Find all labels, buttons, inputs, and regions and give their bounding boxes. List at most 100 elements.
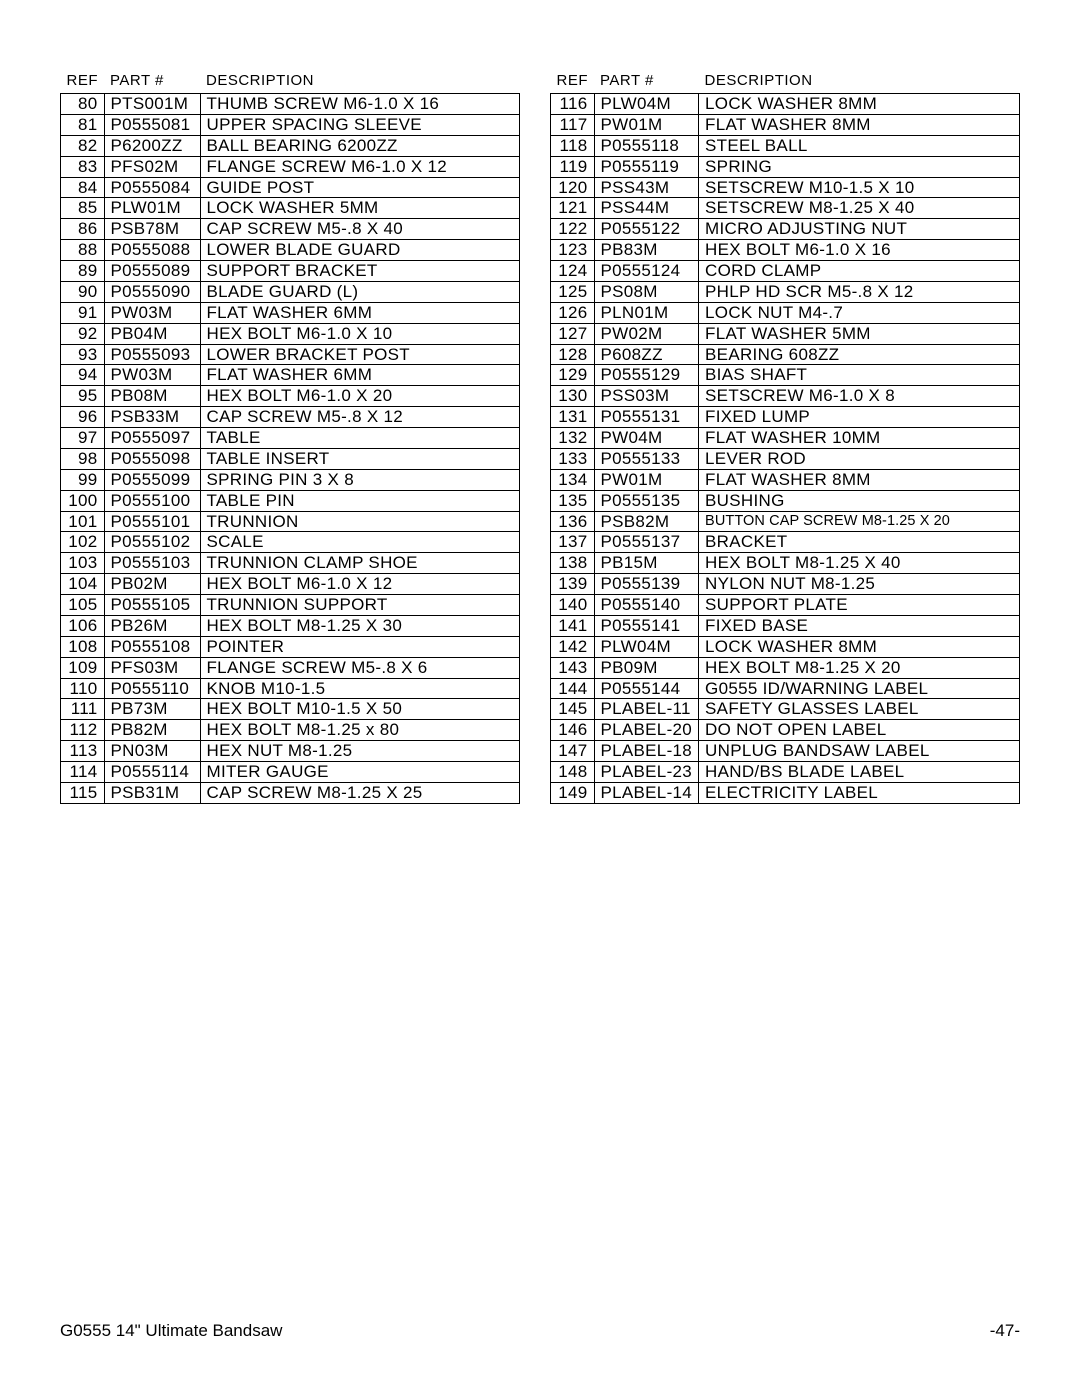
- table-row: 102P0555102SCALE: [61, 532, 520, 553]
- cell-part: P0555102: [104, 532, 200, 553]
- table-row: 113PN03MHEX NUT M8-1.25: [61, 741, 520, 762]
- table-row: 88P0555088LOWER BLADE GUARD: [61, 240, 520, 261]
- cell-part: P0555089: [104, 261, 200, 282]
- cell-description: CORD CLAMP: [699, 261, 1020, 282]
- cell-ref: 101: [61, 511, 105, 532]
- cell-description: HEX BOLT M10-1.5 X 50: [200, 699, 520, 720]
- table-row: 83PFS02MFLANGE SCREW M6-1.0 X 12: [61, 156, 520, 177]
- table-row: 123PB83MHEX BOLT M6-1.0 X 16: [551, 240, 1020, 261]
- cell-part: P0555133: [594, 448, 699, 469]
- cell-ref: 124: [551, 261, 595, 282]
- cell-ref: 148: [551, 762, 595, 783]
- cell-description: TABLE: [200, 428, 520, 449]
- table-row: 81P0555081UPPER SPACING SLEEVE: [61, 114, 520, 135]
- table-row: 109PFS03MFLANGE SCREW M5-.8 X 6: [61, 657, 520, 678]
- cell-description: CAP SCREW M5-.8 X 12: [200, 407, 520, 428]
- cell-description: BLADE GUARD (L): [200, 281, 520, 302]
- cell-ref: 140: [551, 595, 595, 616]
- table-row: 105P0555105TRUNNION SUPPORT: [61, 595, 520, 616]
- cell-description: LOWER BRACKET POST: [200, 344, 520, 365]
- cell-part: PW03M: [104, 302, 200, 323]
- cell-part: P0555110: [104, 678, 200, 699]
- cell-ref: 127: [551, 323, 595, 344]
- cell-ref: 121: [551, 198, 595, 219]
- table-row: 108P0555108POINTER: [61, 636, 520, 657]
- cell-part: PB82M: [104, 720, 200, 741]
- cell-ref: 135: [551, 490, 595, 511]
- cell-description: LOCK WASHER 5MM: [200, 198, 520, 219]
- cell-description: SPRING PIN 3 X 8: [200, 469, 520, 490]
- col-part: PART #: [104, 70, 200, 94]
- cell-ref: 83: [61, 156, 105, 177]
- table-row: 139P0555139NYLON NUT M8-1.25: [551, 574, 1020, 595]
- cell-ref: 102: [61, 532, 105, 553]
- cell-part: PW01M: [594, 114, 699, 135]
- table-row: 93P0555093LOWER BRACKET POST: [61, 344, 520, 365]
- table-row: 119P0555119SPRING: [551, 156, 1020, 177]
- cell-part: P0555141: [594, 615, 699, 636]
- table-row: 114P0555114MITER GAUGE: [61, 762, 520, 783]
- cell-part: PW01M: [594, 469, 699, 490]
- cell-part: P0555139: [594, 574, 699, 595]
- table-row: 135P0555135BUSHING: [551, 490, 1020, 511]
- tables-container: REF PART # DESCRIPTION 80PTS001MTHUMB SC…: [60, 70, 1020, 804]
- table-row: 116PLW04MLOCK WASHER 8MM: [551, 94, 1020, 115]
- cell-description: FLAT WASHER 10MM: [699, 428, 1020, 449]
- cell-description: KNOB M10-1.5: [200, 678, 520, 699]
- cell-ref: 95: [61, 386, 105, 407]
- cell-ref: 118: [551, 135, 595, 156]
- cell-part: PSB33M: [104, 407, 200, 428]
- cell-ref: 141: [551, 615, 595, 636]
- cell-part: PW02M: [594, 323, 699, 344]
- cell-ref: 92: [61, 323, 105, 344]
- cell-description: FLANGE SCREW M5-.8 X 6: [200, 657, 520, 678]
- cell-ref: 129: [551, 365, 595, 386]
- cell-part: P0555140: [594, 595, 699, 616]
- table-row: 91PW03MFLAT WASHER 6MM: [61, 302, 520, 323]
- cell-ref: 137: [551, 532, 595, 553]
- cell-part: P0555122: [594, 219, 699, 240]
- cell-part: PS08M: [594, 281, 699, 302]
- cell-description: FLAT WASHER 8MM: [699, 469, 1020, 490]
- cell-part: P0555090: [104, 281, 200, 302]
- table-row: 131P0555131FIXED LUMP: [551, 407, 1020, 428]
- cell-ref: 105: [61, 595, 105, 616]
- table-row: 84P0555084GUIDE POST: [61, 177, 520, 198]
- cell-part: PW04M: [594, 428, 699, 449]
- cell-ref: 90: [61, 281, 105, 302]
- table-row: 145PLABEL-11SAFETY GLASSES LABEL: [551, 699, 1020, 720]
- cell-part: PB26M: [104, 615, 200, 636]
- cell-description: FLAT WASHER 6MM: [200, 365, 520, 386]
- table-row: 126PLN01MLOCK NUT M4-.7: [551, 302, 1020, 323]
- cell-part: PLW04M: [594, 94, 699, 115]
- cell-ref: 116: [551, 94, 595, 115]
- cell-description: LOCK WASHER 8MM: [699, 94, 1020, 115]
- cell-description: PHLP HD SCR M5-.8 X 12: [699, 281, 1020, 302]
- table-row: 89P0555089SUPPORT BRACKET: [61, 261, 520, 282]
- table-row: 80PTS001MTHUMB SCREW M6-1.0 X 16: [61, 94, 520, 115]
- cell-part: PB04M: [104, 323, 200, 344]
- cell-description: BUTTON CAP SCREW M8-1.25 X 20: [699, 511, 1020, 532]
- table-row: 147PLABEL-18UNPLUG BANDSAW LABEL: [551, 741, 1020, 762]
- cell-ref: 88: [61, 240, 105, 261]
- cell-description: THUMB SCREW M6-1.0 X 16: [200, 94, 520, 115]
- cell-description: SAFETY GLASSES LABEL: [699, 699, 1020, 720]
- cell-description: LOWER BLADE GUARD: [200, 240, 520, 261]
- cell-part: PSB31M: [104, 782, 200, 803]
- table-row: 125PS08MPHLP HD SCR M5-.8 X 12: [551, 281, 1020, 302]
- col-part: PART #: [594, 70, 699, 94]
- cell-description: HEX BOLT M8-1.25 X 30: [200, 615, 520, 636]
- table-row: 106PB26MHEX BOLT M8-1.25 X 30: [61, 615, 520, 636]
- cell-description: MITER GAUGE: [200, 762, 520, 783]
- cell-part: P0555129: [594, 365, 699, 386]
- cell-part: P0555099: [104, 469, 200, 490]
- cell-part: PFS02M: [104, 156, 200, 177]
- cell-description: FIXED BASE: [699, 615, 1020, 636]
- cell-part: P0555084: [104, 177, 200, 198]
- cell-part: P0555088: [104, 240, 200, 261]
- cell-ref: 100: [61, 490, 105, 511]
- parts-table-left: REF PART # DESCRIPTION 80PTS001MTHUMB SC…: [60, 70, 520, 804]
- cell-description: ELECTRICITY LABEL: [699, 782, 1020, 803]
- cell-description: MICRO ADJUSTING NUT: [699, 219, 1020, 240]
- table-row: 100P0555100TABLE PIN: [61, 490, 520, 511]
